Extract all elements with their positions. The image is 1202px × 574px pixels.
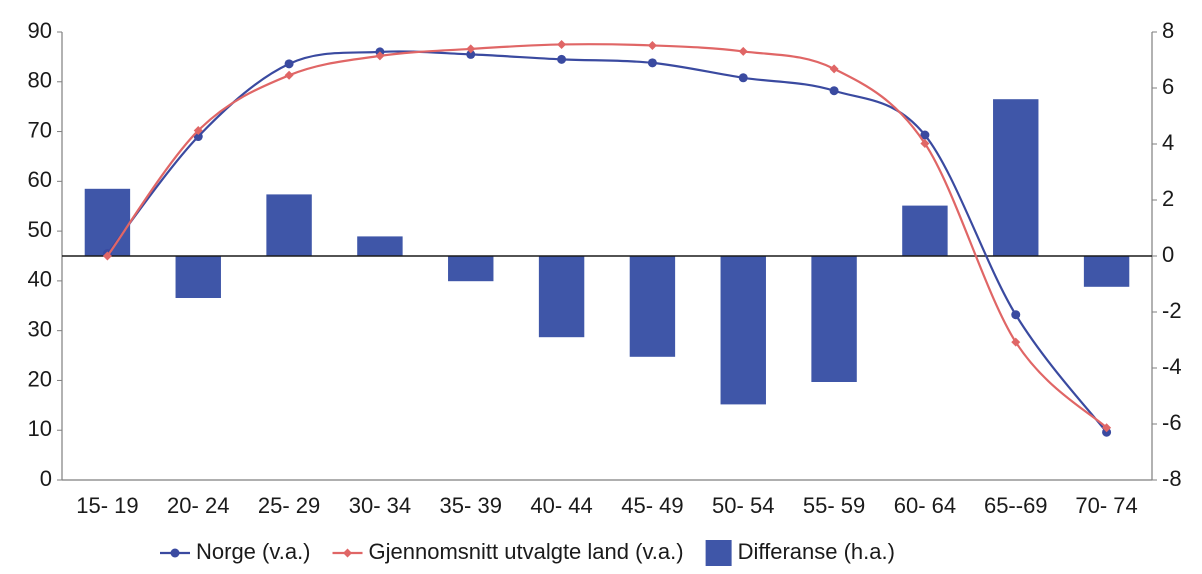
left-tick-label: 70 (28, 117, 52, 142)
left-tick-label: 60 (28, 167, 52, 192)
marker-series-1 (557, 54, 567, 64)
right-tick-label: 2 (1162, 186, 1174, 211)
left-tick-label: 0 (40, 466, 52, 491)
bar-70-74 (1083, 256, 1130, 287)
x-tick-label: 25- 29 (258, 493, 320, 518)
bar-30-34 (357, 236, 403, 256)
bar-20-24 (175, 256, 221, 298)
line-series-2 (106, 43, 1108, 429)
marker-series-2 (1102, 423, 1112, 433)
marker-series-1 (1011, 310, 1021, 320)
axes-layer: 0 10 20 30 40 50 60 70 80 90 -8 -6 -4 -2 0 2 4 6 8 15- 19 20… (28, 18, 1182, 518)
legend-label-2: Gjennomsnitt utvalgte land (v.a.) (369, 539, 684, 564)
marker-series-2 (193, 126, 203, 136)
legend-swatch-3 (705, 540, 732, 566)
marker-series-1 (647, 58, 657, 68)
left-tick-label: 50 (28, 217, 52, 242)
marker-series-2 (829, 64, 839, 74)
right-tick-label: -6 (1162, 410, 1182, 435)
left-tick-label: 40 (28, 267, 52, 292)
left-tick-label: 10 (28, 416, 52, 441)
left-tick-label: 80 (28, 68, 52, 93)
right-tick-label: 8 (1162, 18, 1174, 43)
x-tick-label: 40- 44 (530, 493, 592, 518)
marker-series-1 (284, 59, 294, 69)
bar-60-64 (902, 205, 948, 256)
marker-series-2 (738, 46, 748, 56)
marker-series-1 (829, 86, 839, 96)
bar-40-44 (538, 256, 585, 338)
marker-series-2 (466, 44, 476, 54)
right-tick-label: -4 (1162, 354, 1182, 379)
bar-55-59 (811, 256, 857, 382)
legend-label-1: Norge (v.a.) (196, 539, 311, 564)
marker-series-2 (1011, 337, 1021, 347)
x-tick-label: 50- 54 (712, 493, 774, 518)
marker-series-2 (647, 40, 657, 50)
legend: Norge (v.a.) Gjennomsnitt utvalgte land (… (160, 539, 895, 566)
right-tick-label: 6 (1162, 74, 1174, 99)
bar-35-39 (448, 256, 494, 282)
left-tick-label: 30 (28, 316, 52, 341)
x-tick-label: 20- 24 (167, 493, 229, 518)
x-tick-label: 30- 34 (349, 493, 411, 518)
line-series-1 (106, 50, 1108, 433)
x-tick-label: 15- 19 (76, 493, 138, 518)
right-tick-label: -8 (1162, 466, 1182, 491)
bar-15-19 (84, 188, 131, 256)
legend-marker-2 (343, 548, 353, 558)
bar-65-69 (993, 99, 1039, 256)
x-tick-label: 35- 39 (440, 493, 502, 518)
x-tick-label: 55- 59 (803, 493, 865, 518)
right-tick-label: 0 (1162, 242, 1174, 267)
bar-25-29 (266, 194, 312, 256)
x-tick-label: 45- 49 (621, 493, 683, 518)
marker-series-1 (466, 49, 476, 59)
right-tick-label: 4 (1162, 130, 1174, 155)
legend-marker-1 (170, 548, 180, 558)
legend-label-3: Differanse (h.a.) (738, 539, 895, 564)
marker-series-2 (102, 251, 112, 261)
marker-series-1 (920, 130, 930, 140)
x-tick-label: 65--69 (984, 493, 1048, 518)
marker-series-2 (375, 51, 385, 61)
marker-series-2 (557, 39, 567, 49)
x-tick-label: 60- 64 (894, 493, 956, 518)
bar-50-54 (720, 256, 766, 405)
lines-layer (102, 39, 1112, 437)
right-tick-label: -2 (1162, 298, 1182, 323)
bar-45-49 (629, 256, 676, 357)
left-tick-label: 90 (28, 18, 52, 43)
marker-series-2 (920, 139, 930, 149)
x-tick-label: 70- 74 (1075, 493, 1137, 518)
marker-series-1 (738, 73, 748, 83)
bars-layer (84, 99, 1130, 405)
marker-series-2 (284, 70, 294, 80)
left-tick-label: 20 (28, 366, 52, 391)
